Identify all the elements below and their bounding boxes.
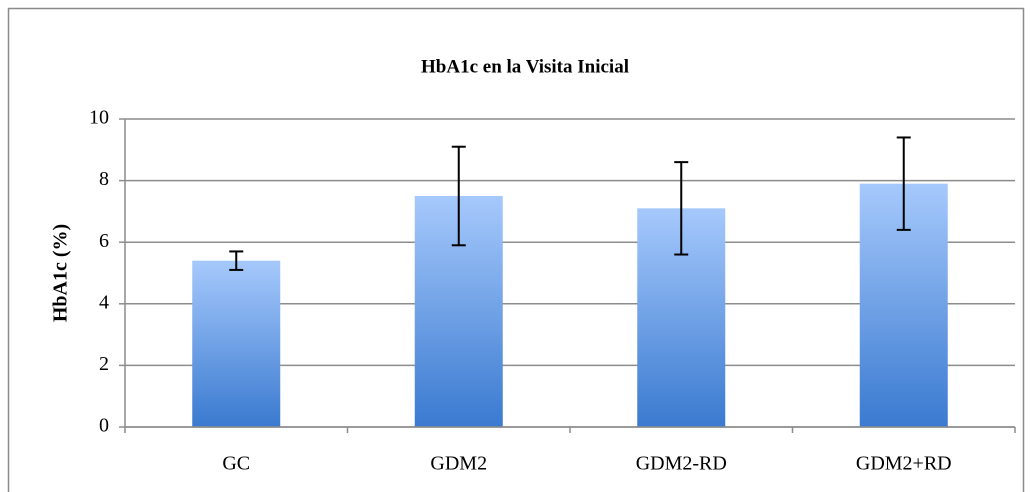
x-tick-label: GDM2-RD <box>636 453 727 475</box>
chart-frame <box>7 7 1025 492</box>
x-tick-label: GDM2 <box>430 453 487 475</box>
x-tick-label: GC <box>222 453 250 475</box>
y-tick-label: 4 <box>99 291 109 313</box>
y-tick-label: 10 <box>89 107 109 129</box>
y-tick-label: 2 <box>99 353 109 375</box>
x-tick-label: GDM2+RD <box>856 453 952 475</box>
y-tick-label: 8 <box>99 168 109 190</box>
y-tick-label: 0 <box>99 415 109 437</box>
bar <box>192 260 281 427</box>
y-tick-label: 6 <box>99 230 109 252</box>
y-axis-label: HbA1c (%) <box>50 224 72 322</box>
chart-title: HbA1c en la Visita Inicial <box>421 56 629 77</box>
